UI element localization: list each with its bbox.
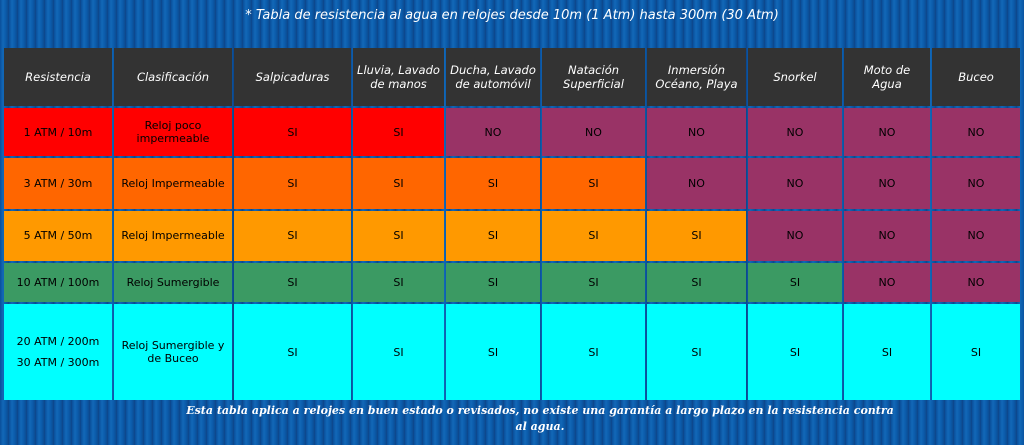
table-row: 5 ATM / 50m Reloj Impermeable SI SI SI SI SI NO… <box>4 210 1020 262</box>
value-cell: NO <box>844 158 930 209</box>
value-cell: NO <box>748 210 842 262</box>
value-cell: SI <box>353 263 444 303</box>
value-cell: SI <box>748 304 842 400</box>
classification-cell: Reloj Sumergible <box>114 263 232 303</box>
title: * Tabla de resistencia al agua en reloje… <box>245 8 779 23</box>
classification-cell: Reloj poco impermeable <box>114 108 232 157</box>
value-cell: SI <box>748 263 842 303</box>
value-cell: SI <box>234 263 351 303</box>
value-cell: SI <box>353 158 444 209</box>
value-cell: SI <box>446 263 540 303</box>
resistance-cell: 1 ATM / 10m <box>4 108 112 157</box>
table: Resistencia Clasificación Salpicaduras Lluv… <box>2 46 1022 402</box>
value-cell: NO <box>932 210 1020 262</box>
table-row: 3 ATM / 30m Reloj Impermeable SI SI SI SI NO NO… <box>4 158 1020 209</box>
table-row: 1 ATM / 10m Reloj poco impermeable SI SI NO N… <box>4 108 1020 157</box>
value-cell: SI <box>446 304 540 400</box>
value-cell: SI <box>446 158 540 209</box>
header-cell: Clasificación <box>114 48 232 106</box>
value-cell: SI <box>353 210 444 262</box>
value-cell: SI <box>542 210 645 262</box>
classification-cell: Reloj Impermeable <box>114 210 232 262</box>
value-cell: SI <box>234 210 351 262</box>
header-row: Resistencia Clasificación Salpicaduras Lluv… <box>4 48 1020 106</box>
resistance-cell: 10 ATM / 100m <box>4 263 112 303</box>
table-row: 10 ATM / 100m Reloj Sumergible SI SI SI SI SI S… <box>4 263 1020 303</box>
table-body: 1 ATM / 10m Reloj poco impermeable SI SI NO N… <box>4 108 1020 400</box>
value-cell: NO <box>932 108 1020 157</box>
header-cell: Natación Superficial <box>542 48 645 106</box>
header-cell: Resistencia <box>4 48 112 106</box>
header-cell: Salpicaduras <box>234 48 351 106</box>
header-cell: Snorkel <box>748 48 842 106</box>
value-cell: NO <box>647 158 746 209</box>
value-cell: SI <box>647 304 746 400</box>
value-cell: NO <box>446 108 540 157</box>
value-cell: NO <box>647 108 746 157</box>
resistance-line: 10 ATM / 100m <box>16 276 100 290</box>
footer-note: Esta tabla aplica a relojes en buen esta… <box>186 404 894 433</box>
value-cell: SI <box>647 210 746 262</box>
header-cell: Moto de Agua <box>844 48 930 106</box>
value-cell: NO <box>932 263 1020 303</box>
resistance-line: 1 ATM / 10m <box>23 125 93 139</box>
resistance-line: 20 ATM / 200m <box>16 335 100 349</box>
value-cell: SI <box>446 210 540 262</box>
resistance-line: 3 ATM / 30m <box>23 177 93 190</box>
value-cell: SI <box>844 304 930 400</box>
header-cell: Lluvia, Lavado de manos <box>353 48 444 106</box>
classification-cell: Reloj Impermeable <box>114 158 232 209</box>
value-cell: SI <box>647 263 746 303</box>
value-cell: SI <box>542 158 645 209</box>
value-cell: SI <box>542 263 645 303</box>
resistance-cell: 3 ATM / 30m <box>4 158 112 209</box>
value-cell: SI <box>234 304 351 400</box>
value-cell: NO <box>844 263 930 303</box>
value-cell: NO <box>748 108 842 157</box>
value-cell: NO <box>932 158 1020 209</box>
value-cell: SI <box>234 108 351 157</box>
classification-cell: Reloj Sumergible y de Buceo <box>114 304 232 400</box>
value-cell: NO <box>748 158 842 209</box>
resistance-line: 5 ATM / 50m <box>23 229 93 243</box>
value-cell: NO <box>542 108 645 157</box>
value-cell: SI <box>932 304 1020 400</box>
resistance-line: 30 ATM / 300m <box>16 356 100 370</box>
header-cell: Buceo <box>932 48 1020 106</box>
value-cell: NO <box>844 108 930 157</box>
value-cell: SI <box>353 304 444 400</box>
table-row: 20 ATM / 200m 30 ATM / 300m Reloj Sumergib… <box>4 304 1020 400</box>
header-cell: Inmersión Océano, Playa <box>647 48 746 106</box>
resistance-cell: 5 ATM / 50m <box>4 210 112 262</box>
header-cell: Ducha, Lavado de automóvil <box>446 48 540 106</box>
value-cell: NO <box>844 210 930 262</box>
resistance-cell: 20 ATM / 200m 30 ATM / 300m <box>4 304 112 400</box>
value-cell: SI <box>353 108 444 157</box>
value-cell: SI <box>542 304 645 400</box>
value-cell: SI <box>234 158 351 209</box>
